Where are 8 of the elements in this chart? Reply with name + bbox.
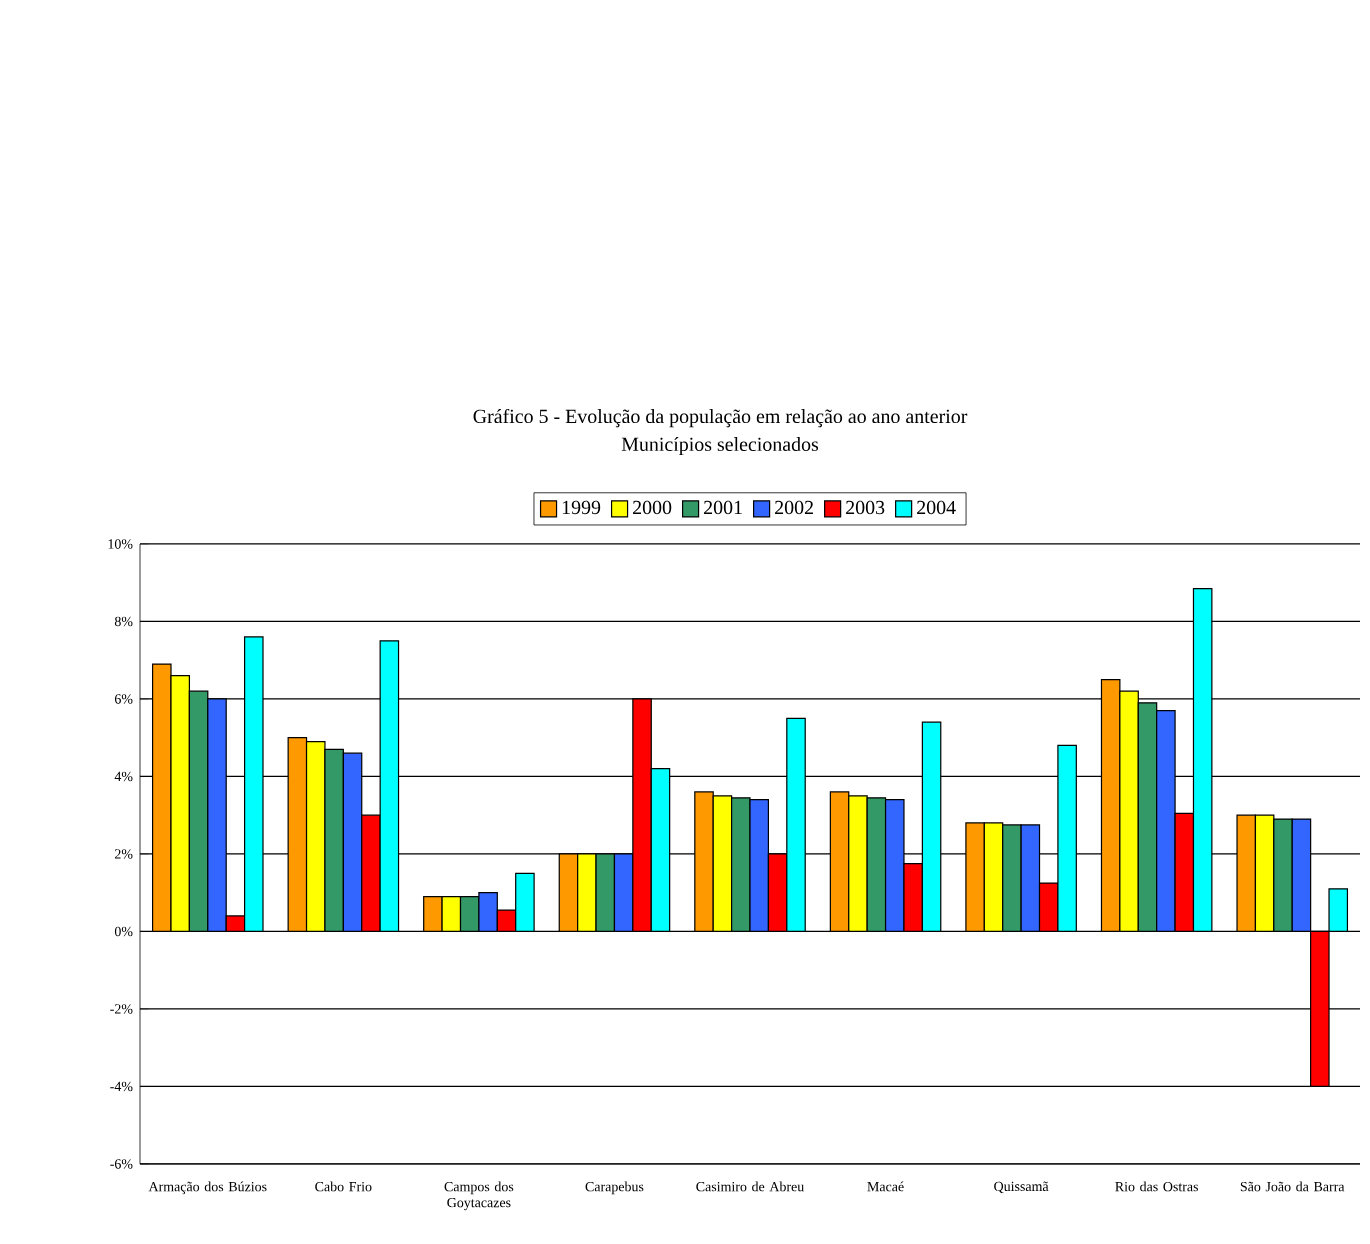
legend-label: 2004 xyxy=(917,500,956,515)
legend-label: 1999 xyxy=(562,500,601,515)
chart-title: Gráfico 5 - Evolução da população em relação ao ano anterior xyxy=(473,408,968,428)
legend-label: 2003 xyxy=(846,500,885,515)
legend-label: 2002 xyxy=(775,500,813,515)
legend-label: 2000 xyxy=(633,500,672,515)
chart-subtitle: Municípios selecionados xyxy=(621,436,819,456)
legend-label: 2001 xyxy=(704,500,742,515)
